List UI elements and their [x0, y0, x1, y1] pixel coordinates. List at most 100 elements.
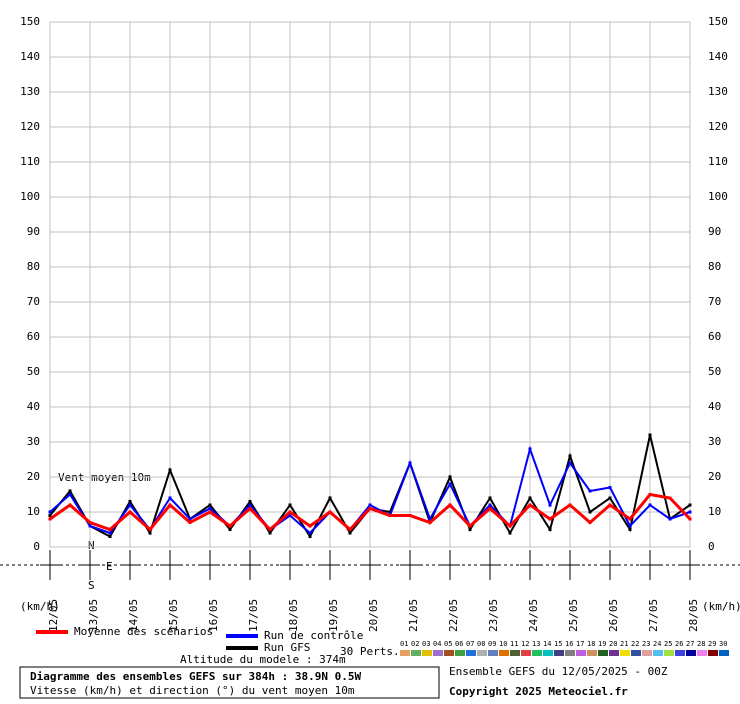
point [468, 524, 472, 528]
pert-label: 19 [598, 640, 606, 648]
pert-swatch [466, 650, 476, 656]
pert-label: 29 [708, 640, 716, 648]
pert-swatch [576, 650, 586, 656]
point [108, 528, 112, 531]
y2-tick-label: 130 [708, 85, 728, 98]
pert-label: 24 [653, 640, 661, 648]
pert-swatch [565, 650, 575, 656]
point [148, 528, 152, 531]
point [448, 475, 452, 479]
pert-label: 26 [675, 640, 683, 648]
pert-swatch [477, 650, 487, 656]
pert-swatch [411, 650, 421, 656]
point [528, 496, 532, 500]
legend-label: Run de contrôle [264, 629, 363, 642]
pert-label: 06 [455, 640, 463, 648]
y-tick-label: 30 [27, 435, 40, 448]
point [588, 521, 592, 524]
y2-tick-label: 70 [708, 295, 721, 308]
y2-tick-label: 10 [708, 505, 721, 518]
point [108, 535, 112, 538]
y-tick-label: 80 [27, 260, 40, 273]
pert-swatch [620, 650, 630, 656]
point [508, 524, 512, 528]
pert-swatch [664, 650, 674, 656]
point [48, 510, 52, 514]
y-tick-label: 150 [20, 15, 40, 28]
point [388, 510, 392, 514]
point [588, 489, 592, 493]
chart-title: Diagramme des ensembles GEFS sur 384h : … [30, 670, 362, 683]
point [208, 507, 212, 510]
point [248, 503, 252, 507]
pert-label: 11 [510, 640, 518, 648]
x-tick-label: 21/05 [407, 599, 420, 632]
pert-label: 14 [543, 640, 551, 648]
point [628, 524, 632, 528]
pert-swatch [719, 650, 729, 656]
point [348, 528, 352, 531]
y-tick-label: 0 [33, 540, 40, 553]
x-tick-label: 12/05 [47, 599, 60, 632]
y2-tick-label: 120 [708, 120, 728, 133]
point [668, 517, 672, 521]
point [508, 531, 512, 535]
pert-label: 03 [422, 640, 430, 648]
pert-label: 02 [411, 640, 419, 648]
altitude: Altitude du modele : 374m [180, 653, 346, 666]
pert-label: 23 [642, 640, 650, 648]
y2-tick-label: 90 [708, 225, 721, 238]
point [268, 528, 272, 531]
point [48, 514, 52, 517]
x-tick-label: 22/05 [447, 599, 460, 632]
point [68, 503, 72, 507]
point [308, 535, 312, 538]
point [208, 510, 212, 514]
point [428, 521, 432, 524]
point [148, 531, 152, 535]
point [488, 507, 492, 510]
y2-tick-label: 20 [708, 470, 721, 483]
compass-s: S [88, 579, 95, 592]
pert-label: 28 [697, 640, 705, 648]
point [488, 503, 492, 507]
y-tick-label: 90 [27, 225, 40, 238]
x-tick-label: 19/05 [327, 599, 340, 632]
point [448, 503, 452, 507]
point [448, 482, 452, 486]
point [568, 454, 572, 458]
y2-tick-label: 150 [708, 15, 728, 28]
pert-swatch [543, 650, 553, 656]
point [128, 503, 132, 507]
pert-swatch [686, 650, 696, 656]
point [608, 503, 612, 507]
legend-label: Run GFS [264, 641, 310, 654]
point [648, 503, 652, 507]
y-tick-label: 40 [27, 400, 40, 413]
point [548, 517, 552, 521]
pert-swatch [697, 650, 707, 656]
point [668, 496, 672, 500]
pert-swatch [532, 650, 542, 656]
y-tick-label: 100 [20, 190, 40, 203]
x-tick-label: 15/05 [167, 599, 180, 632]
run-label: Ensemble GEFS du 12/05/2025 - 00Z [449, 665, 668, 678]
y-tick-label: 10 [27, 505, 40, 518]
point [288, 503, 292, 507]
point [368, 503, 372, 507]
point [568, 461, 572, 465]
pert-label: 30 [719, 640, 727, 648]
point [628, 528, 632, 531]
pert-label: 10 [499, 640, 507, 648]
point [108, 531, 112, 535]
point [48, 517, 52, 521]
y2-unit: (km/h) [702, 600, 740, 613]
pert-label: 12 [521, 640, 529, 648]
y2-tick-label: 140 [708, 50, 728, 63]
x-tick-label: 14/05 [127, 599, 140, 632]
point [288, 514, 292, 517]
pert-swatch [499, 650, 509, 656]
pert-label: 05 [444, 640, 452, 648]
y-tick-label: 110 [20, 155, 40, 168]
point [88, 521, 92, 524]
